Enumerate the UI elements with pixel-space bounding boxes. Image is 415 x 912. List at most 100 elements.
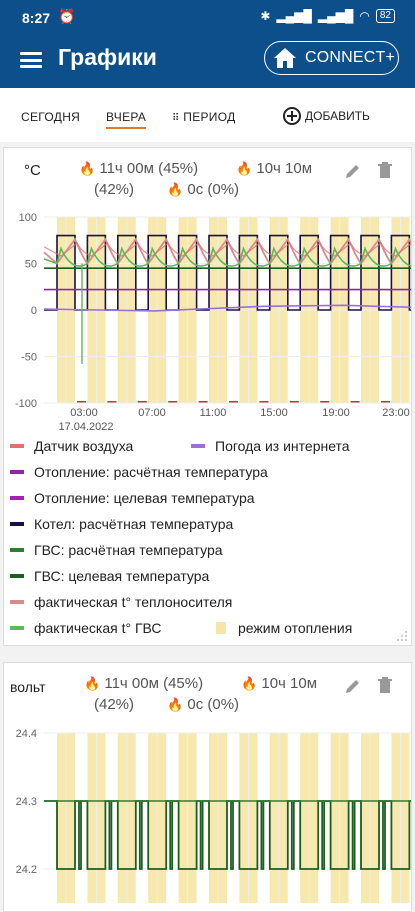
legend-swatch	[10, 600, 24, 604]
legend-label: Котел: расчётная температура	[34, 516, 234, 532]
flame-icon: 🔥	[84, 676, 101, 691]
flame-icon: 🔥	[79, 161, 96, 176]
x-tick-label: 11:00	[200, 407, 227, 419]
flame-icon: 🔥	[241, 676, 258, 691]
stat-heating-time: 🔥 11ч 00м (45%)	[79, 160, 198, 177]
tab-period[interactable]: ⠿ ПЕРИОД	[172, 110, 236, 124]
resize-handle-icon[interactable]	[396, 630, 408, 642]
stat-percent: (42%)	[94, 181, 135, 198]
legend-item: ГВС: целевая температура	[10, 568, 209, 584]
status-marker	[259, 401, 269, 403]
legend-swatch	[10, 496, 24, 500]
legend-item: режим отопления	[216, 620, 352, 636]
unit-label: °C	[24, 162, 41, 179]
legend-label: ГВС: целевая температура	[34, 568, 210, 584]
stat-dhw-time: 🔥 10ч 10м	[236, 160, 312, 177]
legend-swatch	[10, 574, 24, 578]
voltage-chart-card: вольт 🔥 11ч 00м (45%) 🔥 10ч 10м (42%) 🔥 …	[3, 662, 412, 912]
status-marker	[229, 401, 238, 403]
legend-label: ГВС: расчётная температура	[34, 542, 223, 558]
legend-label: Датчик воздуха	[34, 438, 134, 454]
legend-item: Отопление: расчётная температура	[10, 464, 268, 480]
status-marker	[137, 401, 147, 403]
add-icon	[283, 107, 301, 125]
x-tick-label: 07:00	[138, 407, 166, 419]
legend-swatch	[216, 622, 226, 634]
legend-item: Датчик воздуха	[10, 438, 133, 454]
stat-percent: (42%)	[94, 696, 135, 713]
card-header: °C 🔥 11ч 00м (45%) 🔥 10ч 10м (42%) 🔥 0с …	[4, 148, 411, 208]
edit-icon[interactable]	[344, 677, 362, 695]
card-header: вольт 🔥 11ч 00м (45%) 🔥 10ч 10м (42%) 🔥 …	[4, 663, 411, 723]
legend-label: фактическая t° ГВС	[34, 620, 162, 636]
flame-icon: 🔥	[167, 182, 184, 197]
status-marker	[350, 401, 360, 403]
delete-icon[interactable]	[377, 676, 393, 694]
stat-value: 11ч 00м (45%)	[104, 675, 204, 692]
legend-item: Котел: расчётная температура	[10, 516, 233, 532]
status-time: 8:27	[22, 10, 51, 26]
x-date-label: 17.04.2022	[58, 421, 113, 433]
wifi-icon: ◠	[359, 9, 370, 23]
tab-yesterday[interactable]: ВЧЕРА	[106, 110, 147, 129]
legend-swatch	[10, 626, 24, 630]
tab-today[interactable]: СЕГОДНЯ	[21, 110, 81, 124]
stat-value: 0с (0%)	[187, 696, 240, 713]
stat-dhw-time: 🔥 10ч 10м	[241, 675, 317, 692]
legend-label: режим отопления	[238, 620, 353, 636]
stat-zero: 🔥 0с (0%)	[167, 696, 239, 713]
signal2-icon: ▂▄▆█	[317, 9, 354, 23]
stat-value: 0с (0%)	[187, 181, 240, 198]
unit-label: вольт	[10, 679, 46, 695]
y-tick-label: 100	[19, 212, 37, 224]
status-marker	[289, 401, 299, 403]
y-tick-label: 0	[31, 305, 37, 317]
legend-label: Отопление: целевая температура	[34, 490, 255, 506]
x-tick-label: 15:00	[260, 407, 288, 419]
legend-swatch	[10, 444, 24, 448]
y-tick-label: 24.3	[16, 796, 37, 808]
connect-button[interactable]: CONNECT+	[264, 41, 399, 75]
status-marker	[198, 401, 208, 403]
menu-icon[interactable]	[20, 52, 42, 68]
home-icon	[274, 48, 296, 68]
legend-item: Отопление: целевая температура	[10, 490, 255, 506]
add-label: ДОБАВИТЬ	[305, 109, 370, 123]
battery-icon: 82	[375, 9, 395, 23]
stat-value: 11ч 00м (45%)	[99, 160, 199, 177]
status-marker	[168, 401, 178, 403]
x-tick-label: 23:00	[382, 407, 410, 419]
legend-swatch	[10, 470, 24, 474]
legend-item: Погода из интернета	[191, 438, 350, 454]
legend-label: фактическая t° теплоносителя	[34, 594, 233, 610]
voltage-chart[interactable]: 24.4 24.3 24.2	[4, 723, 411, 903]
page-title: Графики	[58, 44, 157, 70]
status-marker	[77, 401, 86, 403]
connect-label: CONNECT+	[305, 49, 396, 66]
legend-label: Отопление: расчётная температура	[34, 464, 268, 480]
edit-icon[interactable]	[344, 162, 362, 180]
bluetooth-icon: ✱	[260, 9, 271, 23]
air-sensor-line	[43, 242, 411, 257]
grid-icon: ⠿	[172, 113, 180, 124]
legend-label: Погода из интернета	[215, 438, 350, 454]
delete-icon[interactable]	[377, 161, 393, 179]
flame-icon: 🔥	[167, 697, 184, 712]
dhw-actual-line	[43, 246, 411, 267]
app-bar: Графики CONNECT+	[0, 34, 415, 88]
stat-value: 10ч 10м	[261, 675, 318, 692]
weather-line	[43, 304, 411, 312]
temperature-chart[interactable]: 100 50 0 -50 -100 03:00 07:00 11:00 15:00 19:00 23…	[4, 206, 411, 436]
x-tick-label: 19:00	[322, 407, 350, 419]
status-icons: ✱ ▂▄▆█ ▂▄▆█ ◠ 82	[260, 9, 395, 23]
period-tabs: СЕГОДНЯ ВЧЕРА ⠿ ПЕРИОД ДОБАВИТЬ	[0, 88, 415, 142]
add-button[interactable]: ДОБАВИТЬ	[283, 107, 370, 125]
status-bar: 8:27 ⏰ ✱ ▂▄▆█ ▂▄▆█ ◠ 82	[0, 0, 415, 34]
stat-value: 10ч 10м	[256, 160, 313, 177]
status-marker	[107, 401, 117, 403]
x-tick-label: 03:00	[70, 407, 98, 419]
y-tick-label: 50	[25, 259, 37, 271]
tab-period-label: ПЕРИОД	[183, 110, 236, 124]
y-tick-label: -100	[15, 398, 37, 410]
stat-zero: 🔥 0с (0%)	[167, 181, 239, 198]
